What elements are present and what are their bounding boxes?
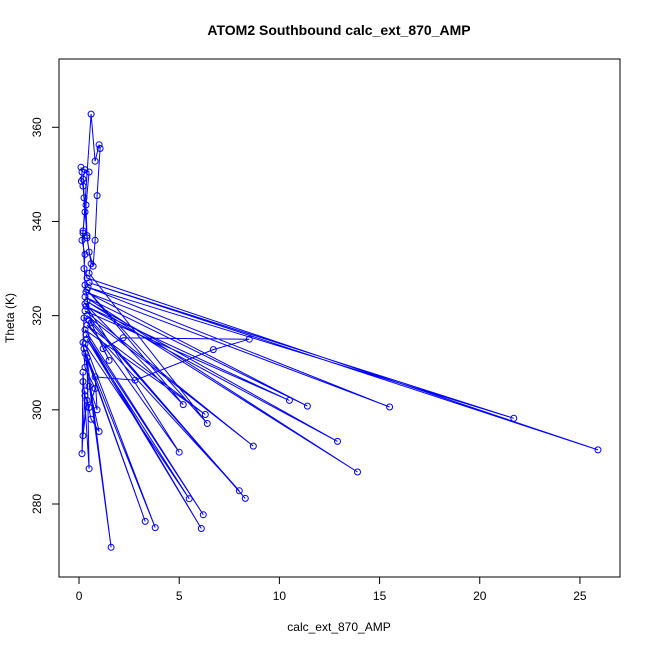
data-point	[83, 234, 91, 242]
data-point	[81, 293, 89, 301]
data-point	[85, 248, 93, 256]
data-point	[201, 411, 209, 418]
data-point	[249, 442, 257, 450]
data-point	[83, 232, 91, 240]
series-layer	[77, 110, 602, 551]
data-point	[87, 319, 95, 327]
data-point	[83, 396, 91, 404]
data-point	[81, 166, 89, 174]
data-point	[79, 339, 87, 346]
data-point	[87, 110, 95, 118]
data-point	[209, 346, 217, 354]
x-tick-label: 0	[76, 589, 83, 603]
data-point	[93, 406, 101, 414]
data-point	[80, 314, 88, 322]
data-point	[95, 428, 103, 435]
data-point	[235, 487, 243, 495]
data-point	[82, 331, 90, 338]
data-point	[107, 543, 115, 551]
data-point	[83, 286, 91, 294]
data-point	[510, 414, 518, 422]
data-point	[245, 335, 253, 343]
data-point	[93, 192, 101, 200]
x-axis-label: calc_ext_870_AMP	[287, 620, 390, 634]
data-point	[105, 356, 113, 364]
data-point	[85, 465, 93, 473]
data-point	[81, 387, 89, 395]
data-point	[303, 402, 311, 410]
data-point	[91, 157, 99, 165]
x-tick-label: 15	[373, 589, 387, 603]
data-point	[83, 354, 91, 362]
data-point	[81, 281, 89, 289]
y-tick-label: 300	[30, 399, 44, 419]
data-point	[81, 250, 89, 258]
data-point	[87, 415, 95, 423]
x-tick-label: 25	[573, 589, 587, 603]
data-point	[81, 363, 89, 371]
data-point	[79, 432, 87, 440]
x-tick-label: 5	[176, 589, 183, 603]
data-point	[81, 326, 89, 334]
x-axis: 0 5 10 15 20 25	[76, 576, 587, 603]
data-point	[175, 448, 183, 456]
data-point	[179, 401, 187, 409]
data-point	[79, 182, 87, 190]
data-point	[241, 494, 249, 502]
data-point	[81, 300, 89, 308]
data-point	[79, 227, 87, 235]
y-axis: 280 300 320 340 360	[30, 117, 60, 514]
data-point	[81, 340, 89, 348]
data-point	[131, 376, 139, 384]
data-point	[81, 349, 89, 357]
data-point	[199, 511, 207, 519]
x-tick-label: 20	[473, 589, 487, 603]
data-point	[203, 420, 211, 427]
data-point	[197, 525, 205, 532]
data-point	[82, 201, 90, 209]
y-tick-label: 360	[30, 117, 44, 137]
data-point	[87, 260, 95, 268]
data-point	[85, 404, 93, 411]
data-point	[386, 403, 394, 411]
data-point	[334, 437, 341, 445]
data-point	[151, 524, 159, 532]
data-point	[85, 382, 93, 390]
data-point	[95, 141, 103, 149]
data-point	[85, 269, 93, 277]
data-point	[91, 385, 99, 393]
y-axis-label: Theta (K)	[3, 293, 17, 343]
data-point	[99, 345, 107, 353]
data-point	[354, 468, 361, 476]
chart-title: ATOM2 Southbound calc_ext_870_AMP	[207, 22, 470, 38]
y-tick-label: 340	[30, 211, 44, 231]
data-point	[79, 175, 87, 183]
data-point	[80, 194, 88, 202]
x-tick-label: 10	[273, 589, 287, 603]
data-point	[81, 392, 89, 400]
data-point	[81, 307, 89, 315]
data-point	[285, 396, 293, 404]
data-point	[85, 168, 93, 176]
data-point	[79, 378, 87, 386]
data-point	[185, 495, 193, 503]
data-point	[96, 145, 104, 152]
data-point	[80, 265, 88, 273]
data-point	[91, 236, 99, 244]
data-point	[85, 279, 93, 287]
data-point	[594, 446, 602, 454]
data-point	[91, 373, 99, 381]
data-point	[141, 517, 149, 525]
y-tick-label: 280	[30, 494, 44, 514]
data-point	[78, 450, 86, 458]
data-point	[119, 334, 127, 342]
data-point	[81, 208, 89, 216]
y-tick-label: 320	[30, 305, 44, 325]
